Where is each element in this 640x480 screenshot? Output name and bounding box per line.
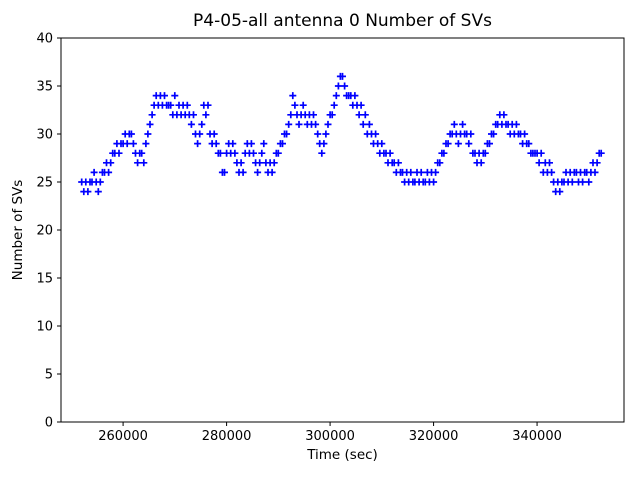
x-tick-label: 340000 [512, 429, 562, 444]
x-tick-label: 260000 [98, 429, 148, 444]
y-tick-label: 40 [36, 32, 53, 47]
y-tick-label: 10 [36, 320, 53, 335]
y-tick-label: 5 [45, 368, 53, 383]
chart-title: P4-05-all antenna 0 Number of SVs [193, 11, 492, 31]
axis-ticks [57, 37, 538, 426]
x-axis-label: Time (sec) [307, 447, 378, 463]
y-tick-label: 0 [45, 416, 53, 431]
y-tick-label: 20 [36, 224, 53, 239]
data-points [78, 72, 605, 196]
y-tick-label: 30 [36, 128, 53, 143]
y-tick-label: 15 [36, 272, 53, 287]
y-axis-label: Number of SVs [10, 179, 26, 281]
x-tick-label: 320000 [409, 429, 459, 444]
x-tick-label: 300000 [305, 429, 355, 444]
plot-frame [60, 37, 625, 423]
sv-scatter-markers [78, 72, 605, 196]
y-tick-label: 25 [36, 176, 53, 191]
x-tick-label: 280000 [202, 429, 252, 444]
y-tick-label: 35 [36, 80, 53, 95]
tick-labels: 260000 280000 300000 320000 340000 0 5 10 15 20 25… [36, 32, 561, 445]
